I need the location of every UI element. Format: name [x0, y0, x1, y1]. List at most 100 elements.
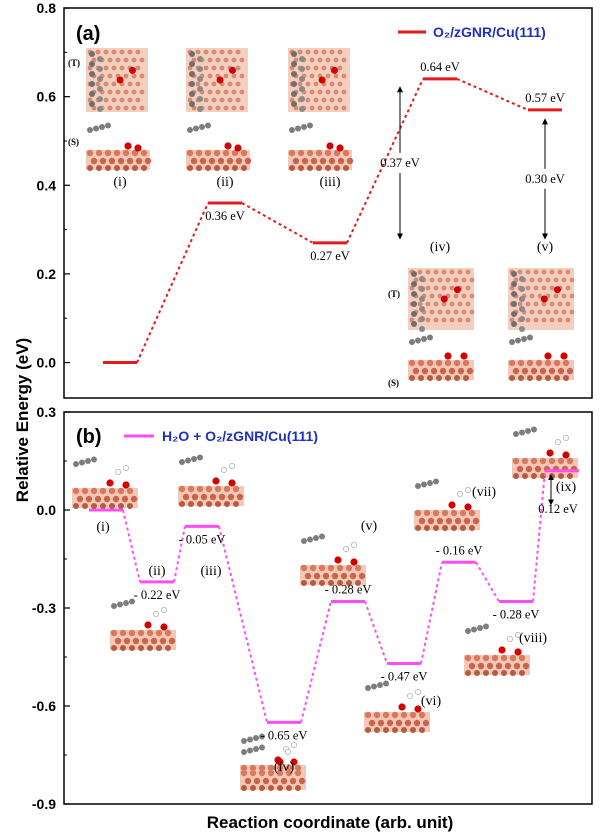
cu-atom	[197, 501, 203, 507]
cu-atom-top	[461, 277, 467, 283]
cu-atom	[531, 473, 537, 479]
cu-atom	[500, 654, 508, 662]
cu-atom	[548, 457, 556, 465]
cu-atom-top	[337, 65, 343, 71]
oxygen-atom-top	[331, 66, 338, 74]
oxygen-atom	[562, 451, 570, 459]
oxygen-atom-top	[440, 295, 448, 303]
carbon-atom	[191, 456, 197, 462]
cu-atom	[285, 769, 293, 777]
cu-atom-top	[321, 49, 327, 55]
cu-atom	[179, 501, 185, 507]
cu-atom	[127, 503, 133, 509]
cu-atom	[103, 495, 111, 503]
carbon-atom-top	[411, 271, 417, 277]
cu-slab-side-view	[110, 629, 176, 651]
cu-atom	[557, 367, 565, 375]
carbon-atom	[193, 125, 199, 132]
carbon-atom-top	[411, 301, 417, 307]
cu-atom	[114, 637, 122, 645]
panel-a-frame	[63, 7, 593, 399]
hydrogen-atom	[123, 465, 129, 471]
cu-atom	[418, 375, 424, 381]
oxygen-atom-top	[554, 286, 561, 294]
carbon-atom-top	[89, 51, 95, 57]
cu-atom	[539, 367, 547, 375]
cu-atom	[336, 564, 344, 572]
carbon-atom	[185, 457, 191, 464]
cu-atom	[126, 157, 134, 165]
y-ticks-panel-b: -0.9 -0.6 -0.3 0.0 0.3	[32, 404, 70, 812]
cu-atom	[368, 719, 376, 727]
cu-atom-top	[203, 49, 209, 55]
hydrogen-atom	[507, 636, 513, 642]
cu-atom	[99, 157, 107, 165]
carbon-atom-top	[519, 306, 525, 312]
cu-atom	[214, 485, 222, 493]
cu-atom-top	[441, 269, 447, 275]
cu-atom-top	[219, 49, 225, 55]
cu-atom	[382, 711, 390, 719]
top-view-inset	[408, 268, 475, 332]
cu-atom	[468, 509, 476, 517]
cu-atom	[90, 157, 98, 165]
oxygen-atom	[460, 352, 468, 360]
cu-atom-top	[453, 309, 459, 315]
cu-atom-top	[235, 49, 241, 55]
connector-b	[364, 601, 388, 664]
carbon-atom	[79, 459, 85, 466]
cu-atom	[401, 727, 407, 733]
cu-atom	[267, 769, 275, 777]
carbon-atom-top	[299, 56, 305, 62]
cu-atom-top	[325, 73, 331, 79]
oxygen-atom	[122, 481, 130, 489]
cu-atom-top	[313, 81, 319, 87]
cu-atom-top	[441, 317, 447, 323]
cu-atom-top	[119, 97, 125, 103]
connector-b	[420, 562, 443, 664]
connector-a	[136, 202, 209, 363]
cu-atom	[345, 564, 353, 572]
cu-atom	[95, 149, 103, 157]
cu-atom	[473, 654, 481, 662]
cu-atom-top	[525, 301, 531, 307]
state-label-a: (v)	[537, 240, 554, 255]
cu-atom	[178, 485, 186, 493]
cu-atom-top	[203, 97, 209, 103]
cu-atom-top	[469, 293, 475, 299]
state-label-a: (ii)	[216, 175, 233, 190]
cu-atom	[137, 629, 145, 637]
cu-atom	[451, 525, 457, 531]
cu-atom	[313, 572, 321, 580]
cu-atom-top	[195, 81, 201, 87]
cu-atom-top	[139, 57, 145, 63]
carbon-atom-top	[189, 51, 195, 57]
cu-atom	[422, 719, 430, 727]
cu-atom-top	[329, 49, 335, 55]
cu-atom-top	[309, 89, 315, 95]
hydrogen-atom	[285, 749, 291, 755]
cu-atom	[132, 165, 138, 171]
y-tick-label-b: 0.0	[37, 502, 57, 518]
cu-atom	[233, 501, 239, 507]
cu-atom	[138, 645, 144, 651]
cu-atom	[224, 501, 230, 507]
hydrogen-atom	[229, 463, 235, 469]
oxygen-atom	[514, 648, 522, 656]
cu-atom	[518, 375, 524, 381]
carbon-atom-top	[89, 81, 95, 87]
cu-atom-top	[235, 81, 241, 87]
cu-atom-top	[127, 81, 133, 87]
cu-atom-top	[239, 73, 245, 79]
cu-atom	[85, 495, 93, 503]
carbon-atom	[129, 598, 135, 605]
cu-atom-top	[569, 293, 575, 299]
cu-atom	[301, 157, 309, 165]
oxygen-atom	[464, 503, 472, 511]
cu-atom-top	[203, 65, 209, 71]
cu-atom-top	[317, 105, 323, 111]
cu-atom	[558, 473, 564, 479]
cu-atom	[445, 375, 451, 381]
carbon-atom	[307, 122, 313, 129]
cu-atom-top	[533, 285, 539, 291]
